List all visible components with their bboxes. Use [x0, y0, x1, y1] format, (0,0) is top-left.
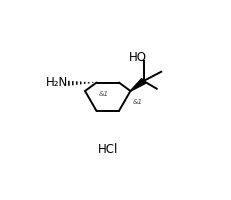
Text: HCl: HCl: [97, 143, 118, 156]
Polygon shape: [130, 79, 145, 91]
Text: &1: &1: [132, 99, 142, 105]
Text: &1: &1: [98, 91, 108, 97]
Text: HO: HO: [129, 51, 146, 64]
Text: H₂N: H₂N: [46, 76, 68, 89]
